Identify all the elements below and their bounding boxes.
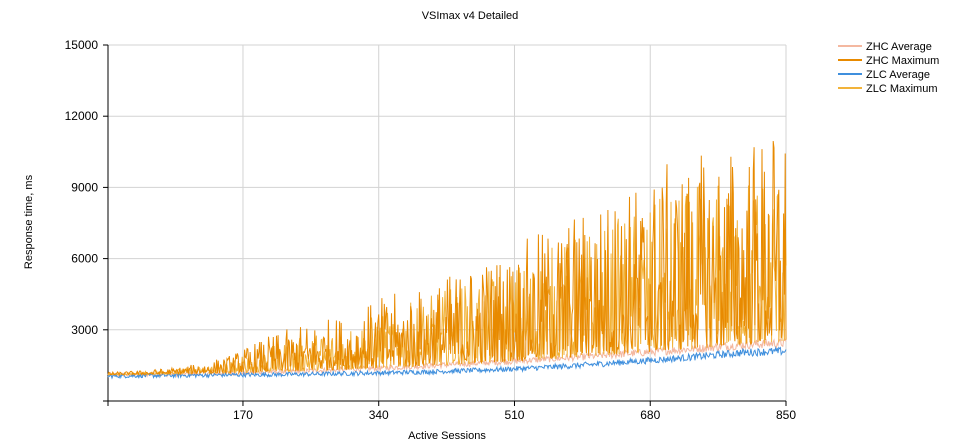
x-tick-label: 170 (233, 408, 253, 422)
chart-title: VSImax v4 Detailed (422, 10, 519, 22)
x-tick-label: 850 (776, 408, 796, 422)
x-axis-label: Active Sessions (408, 430, 486, 442)
tick-labels: 3000 6000 9000 12000 15000 170 340 510 680 850 (65, 38, 797, 422)
legend-label: ZLC Maximum (866, 83, 938, 95)
x-tick-label: 680 (640, 408, 660, 422)
legend-label: ZLC Average (866, 69, 930, 81)
y-tick-label: 12000 (65, 109, 99, 123)
y-tick-label: 3000 (71, 323, 98, 337)
x-tick-label: 340 (369, 408, 389, 422)
x-tick-label: 510 (504, 408, 524, 422)
grid (108, 44, 787, 401)
y-tick-label: 6000 (71, 252, 98, 266)
y-axis-label: Response time, ms (23, 174, 35, 269)
axes (103, 44, 787, 406)
series-line-zlc-average (107, 346, 787, 380)
y-tick-label: 9000 (71, 180, 98, 194)
plot-area (107, 140, 787, 380)
series-line-zhc-maximum (107, 140, 787, 377)
series-line-zhc-average (107, 337, 787, 378)
legend-label: ZHC Average (866, 41, 932, 53)
y-tick-label: 15000 (65, 38, 99, 52)
legend-label: ZHC Maximum (866, 55, 939, 67)
legend: ZHC Average ZHC Maximum ZLC Average ZLC Max… (838, 41, 939, 95)
